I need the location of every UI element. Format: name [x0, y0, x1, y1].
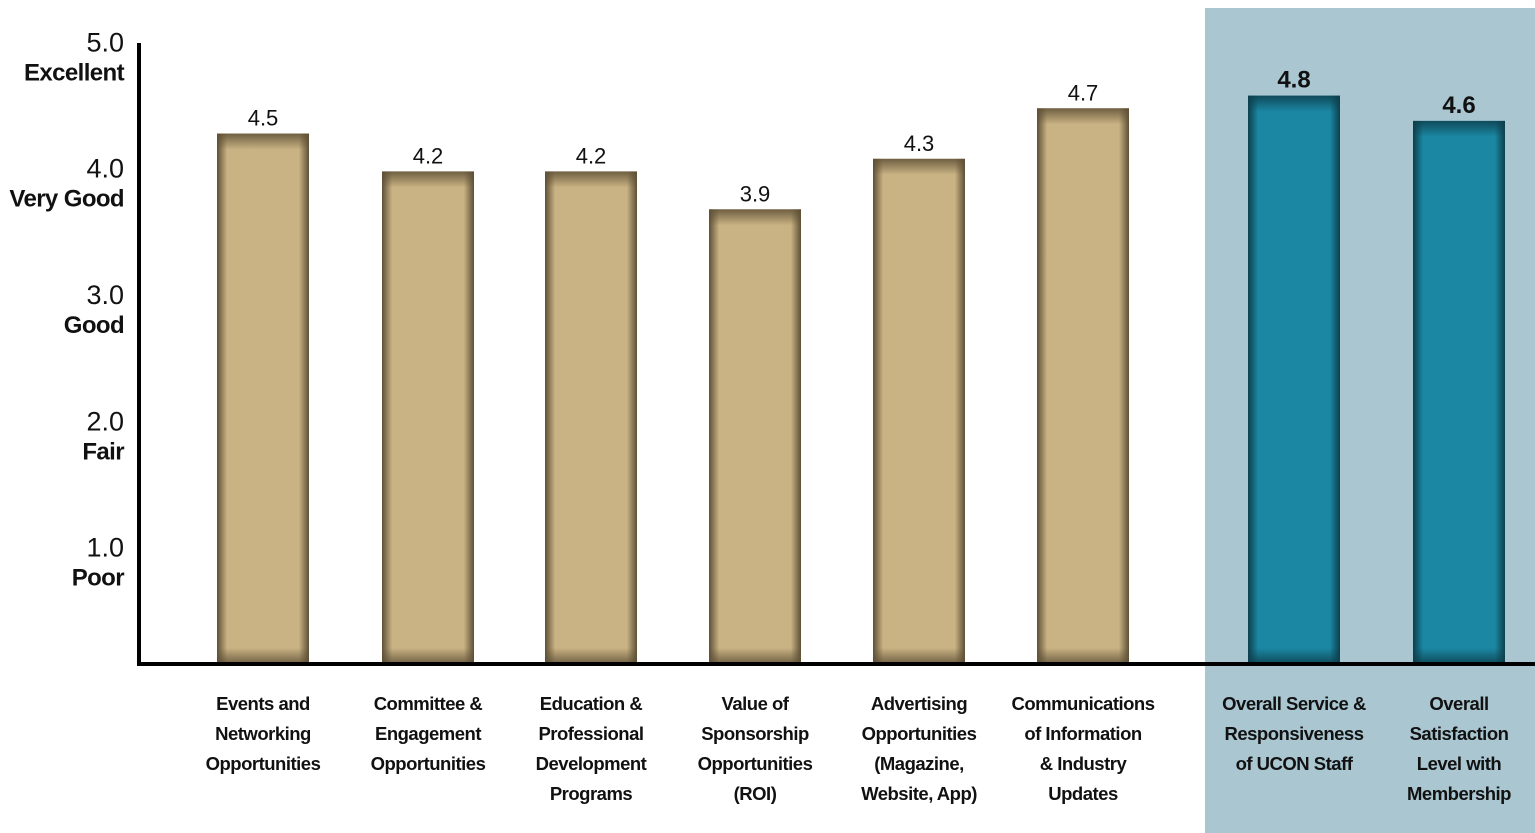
y-tick-rating: Good: [64, 312, 124, 339]
bar-value-label: 4.6: [1442, 92, 1475, 119]
category-label-line: Engagement: [375, 723, 481, 744]
bar-top-bevel: [217, 133, 309, 150]
bar-value-label: 4.5: [248, 106, 279, 131]
category-label-line: Opportunities: [206, 753, 321, 774]
category-label-line: Development: [536, 753, 647, 774]
y-tick-rating: Very Good: [9, 186, 124, 213]
category-label-line: of UCON Staff: [1236, 753, 1354, 774]
y-tick-rating: Excellent: [24, 59, 125, 86]
category-label-line: Opportunities: [862, 723, 977, 744]
category-label-line: Membership: [1407, 783, 1511, 804]
bar-bottom-bevel: [545, 648, 637, 664]
category-label-line: Communications: [1011, 693, 1154, 714]
bar-bottom-bevel: [873, 648, 965, 664]
bar-top-bevel: [1037, 108, 1129, 125]
bar-bottom-bevel: [217, 648, 309, 664]
category-label-line: Committee &: [374, 693, 483, 714]
bar-body: [873, 158, 965, 665]
bar-5: [873, 158, 965, 665]
bar-value-label: 3.9: [740, 181, 771, 206]
bar-body: [382, 171, 474, 664]
category-label-line: Updates: [1048, 783, 1118, 804]
bar-top-bevel: [1413, 120, 1505, 137]
y-tick-value: 2.0: [86, 406, 124, 436]
category-label-line: Responsiveness: [1224, 723, 1363, 744]
category-label-line: Events and: [216, 693, 310, 714]
y-tick-value: 4.0: [86, 154, 124, 184]
category-label-line: Website, App): [861, 783, 977, 804]
category-label: Overall Service & Responsiveness of UCON S…: [1222, 693, 1366, 774]
category-label: Events and Networking Opportunities: [206, 693, 321, 774]
category-label-line: Satisfaction: [1410, 723, 1509, 744]
category-label-line: of Information: [1024, 723, 1142, 744]
category-label: Committee & Engagement Opportunities: [371, 693, 486, 774]
y-tick-rating: Poor: [72, 565, 125, 592]
category-label-line: Opportunities: [371, 753, 486, 774]
category-label-line: Level with: [1417, 753, 1502, 774]
bar-value-label: 4.7: [1068, 80, 1099, 105]
bar-1: [217, 133, 309, 665]
category-label: Advertising Opportunities (Magazine, Websit…: [861, 693, 978, 804]
bar-value-label: 4.3: [904, 131, 935, 156]
bar-top-bevel: [382, 171, 474, 188]
category-label: Education & Professional Development Progra…: [536, 693, 648, 804]
bar-body: [1413, 120, 1505, 664]
bar-4: [709, 209, 801, 664]
bar-body: [217, 133, 309, 665]
bar-bottom-bevel: [1413, 648, 1505, 664]
bar-top-bevel: [873, 158, 965, 175]
category-label-line: Education &: [540, 693, 643, 714]
category-label-line: Overall: [1429, 693, 1488, 714]
category-label-line: Programs: [550, 783, 633, 804]
bar-bottom-bevel: [1037, 648, 1129, 664]
bar-bottom-bevel: [1248, 648, 1340, 664]
bar-bottom-bevel: [382, 648, 474, 664]
y-tick-value: 5.0: [86, 27, 124, 57]
category-label-line: Professional: [538, 723, 643, 744]
bar-value-label: 4.8: [1277, 67, 1310, 94]
bar-body: [1037, 108, 1129, 664]
bar-value-label: 4.2: [413, 143, 444, 168]
category-label: Communications of Information & Industry Up…: [1011, 693, 1155, 804]
category-label: Value of Sponsorship Opportunities (ROI): [698, 693, 813, 804]
category-label-line: Overall Service &: [1222, 693, 1366, 714]
bar-8: [1413, 120, 1505, 664]
bar-7: [1248, 95, 1340, 664]
category-label-line: Opportunities: [698, 753, 813, 774]
category-label-line: Value of: [722, 693, 790, 714]
bar-body: [545, 171, 637, 664]
y-tick-value: 1.0: [86, 533, 124, 563]
bar-body: [709, 209, 801, 664]
bar-6: [1037, 108, 1129, 664]
bar-3: [545, 171, 637, 664]
category-label-line: Networking: [215, 723, 311, 744]
bar-value-label: 4.2: [576, 143, 607, 168]
bar-body: [1248, 95, 1340, 664]
bar-top-bevel: [709, 209, 801, 226]
bar-2: [382, 171, 474, 664]
category-label: Overall Satisfaction Level with Membership: [1407, 693, 1512, 804]
y-tick-rating: Fair: [82, 438, 124, 465]
category-label-line: (Magazine,: [874, 753, 964, 774]
category-label-line: Advertising: [871, 693, 967, 714]
bar-bottom-bevel: [709, 648, 801, 664]
bar-top-bevel: [545, 171, 637, 188]
category-label-line: & Industry: [1040, 753, 1128, 774]
category-label-line: Sponsorship: [701, 723, 809, 744]
y-tick-value: 3.0: [86, 280, 124, 310]
category-label-line: (ROI): [734, 783, 777, 804]
bar-top-bevel: [1248, 95, 1340, 112]
